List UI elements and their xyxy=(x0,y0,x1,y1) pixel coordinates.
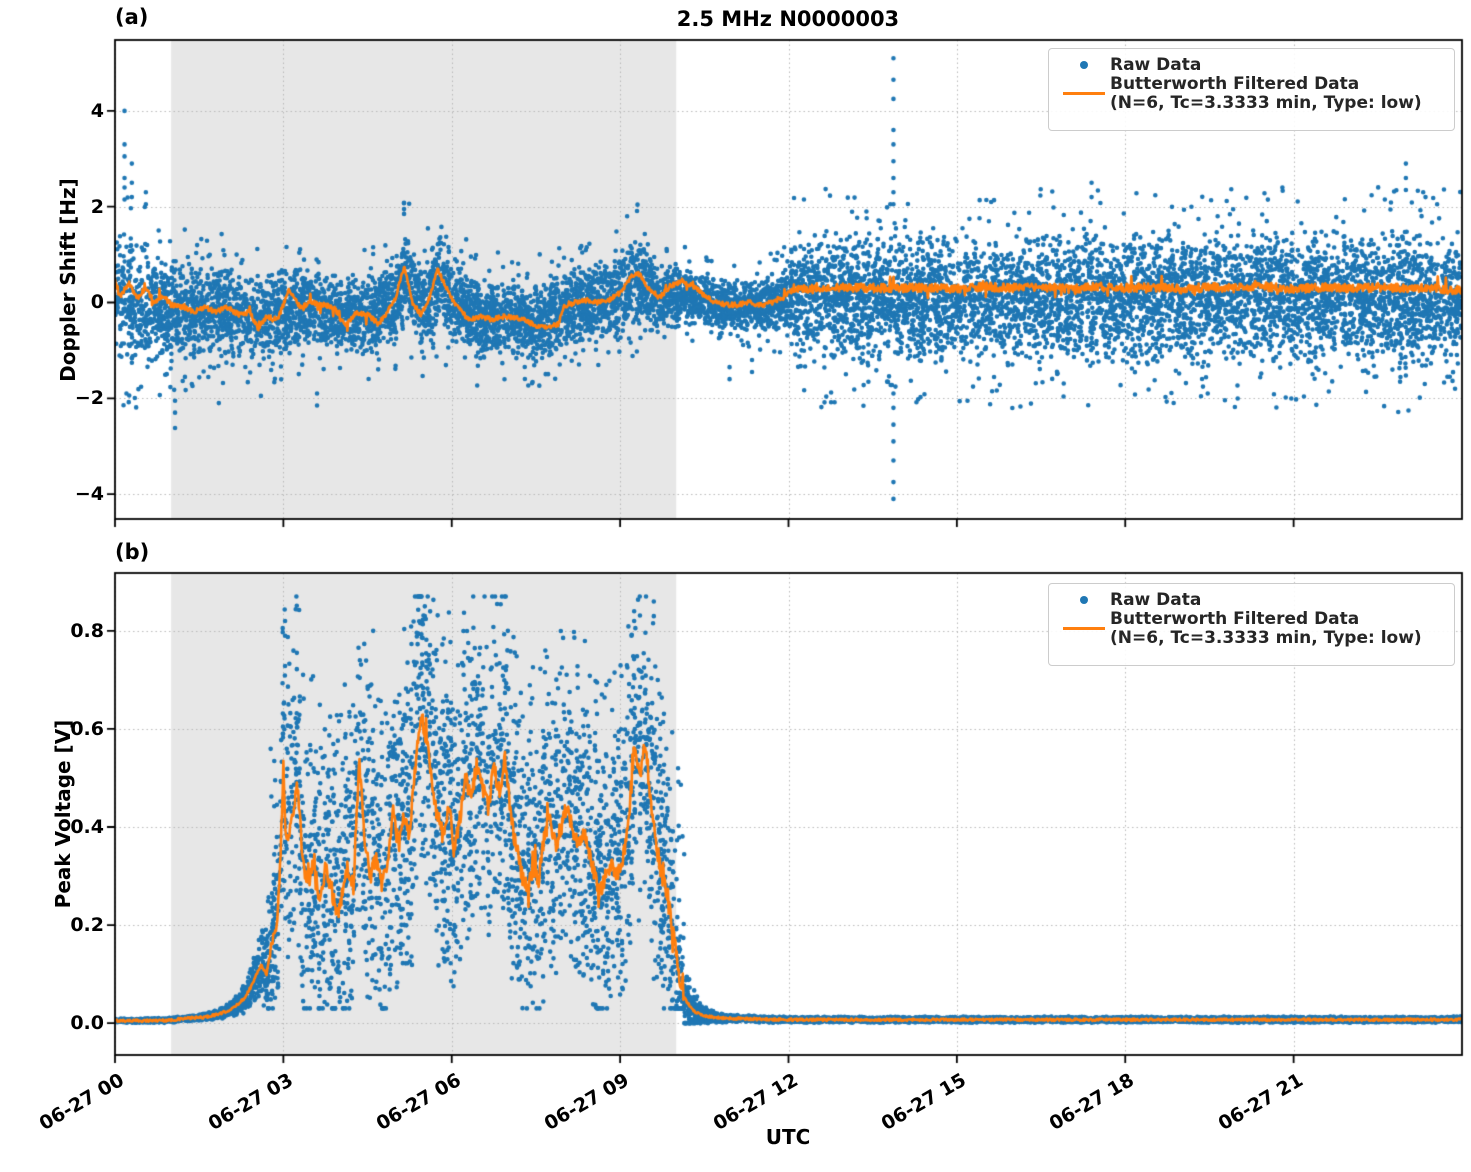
chart-title: 2.5 MHz N0000003 xyxy=(676,7,900,31)
raw-data-dot-icon xyxy=(1079,596,1088,604)
legend-raw-label: Raw Data xyxy=(1110,590,1202,610)
legend-filtered-label-line2: (N=6, Tc=3.3333 min, Type: low) xyxy=(1110,93,1422,113)
y-tick-label-b: 0.2 xyxy=(70,914,104,937)
legend-panel-a: Raw Data Butterworth Filtered Data (N=6,… xyxy=(1048,48,1455,131)
panel-a-tag: (a) xyxy=(115,5,149,29)
legend-entry-raw: Raw Data xyxy=(1057,591,1446,610)
y-tick-label-a: 0 xyxy=(90,291,104,314)
filtered-line-icon xyxy=(1062,627,1105,630)
legend-panel-b: Raw Data Butterworth Filtered Data (N=6,… xyxy=(1048,583,1455,666)
y-tick-label-a: −4 xyxy=(74,483,104,506)
legend-filtered-label-line1: Butterworth Filtered Data xyxy=(1110,74,1360,94)
y-tick-label-b: 0.6 xyxy=(70,717,104,740)
y-tick-label-a: 2 xyxy=(90,195,104,218)
legend-raw-label: Raw Data xyxy=(1110,55,1202,75)
legend-entry-filtered: Butterworth Filtered Data (N=6, Tc=3.333… xyxy=(1057,75,1446,113)
panel-b-tag: (b) xyxy=(115,540,150,564)
legend-filtered-label-line2: (N=6, Tc=3.3333 min, Type: low) xyxy=(1110,628,1422,648)
y-tick-label-a: −2 xyxy=(74,387,104,410)
legend-entry-filtered: Butterworth Filtered Data (N=6, Tc=3.333… xyxy=(1057,610,1446,648)
y-axis-label-a: Doppler Shift [Hz] xyxy=(56,178,80,382)
legend-entry-raw: Raw Data xyxy=(1057,56,1446,75)
y-tick-label-b: 0.4 xyxy=(70,815,104,838)
y-tick-label-b: 0.0 xyxy=(70,1012,104,1035)
raw-data-dot-icon xyxy=(1079,61,1088,69)
x-axis-label: UTC xyxy=(765,1125,811,1149)
legend-filtered-label-line1: Butterworth Filtered Data xyxy=(1110,609,1360,629)
y-tick-label-b: 0.8 xyxy=(70,619,104,642)
y-tick-label-a: 4 xyxy=(90,99,104,122)
filtered-line-icon xyxy=(1062,92,1105,95)
